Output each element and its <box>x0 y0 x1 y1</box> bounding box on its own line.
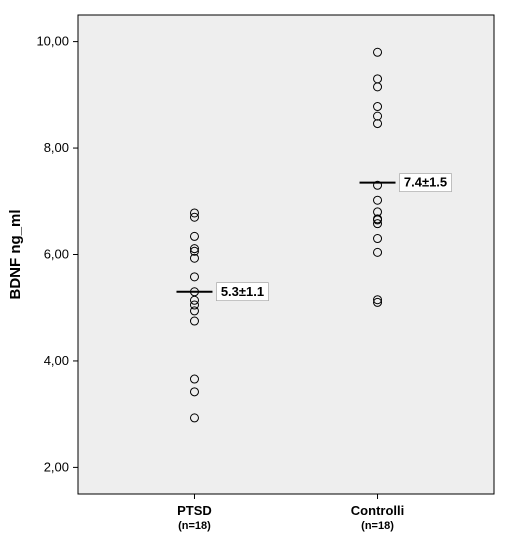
scatter-chart: 2,00 4,00 6,00 8,00 10,00 BDNF ng_ml PTSD (n=18… <box>0 0 524 552</box>
x-category-label: Controlli <box>351 503 404 518</box>
mean-label-text: 7.4±1.5 <box>404 175 447 190</box>
x-category-sublabel: (n=18) <box>178 520 211 532</box>
x-category-sublabel: (n=18) <box>361 520 394 532</box>
mean-label-text: 5.3±1.1 <box>221 284 264 299</box>
y-tick-label: 6,00 <box>44 247 69 262</box>
y-tick-label: 2,00 <box>44 459 69 474</box>
plot-area <box>78 15 494 494</box>
chart-container: 2,00 4,00 6,00 8,00 10,00 BDNF ng_ml PTSD (n=18… <box>0 0 524 552</box>
y-axis-label: BDNF ng_ml <box>7 210 24 300</box>
x-category-label: PTSD <box>177 503 212 518</box>
y-tick-label: 10,00 <box>36 34 69 49</box>
y-tick-label: 4,00 <box>44 353 69 368</box>
y-tick-label: 8,00 <box>44 140 69 155</box>
